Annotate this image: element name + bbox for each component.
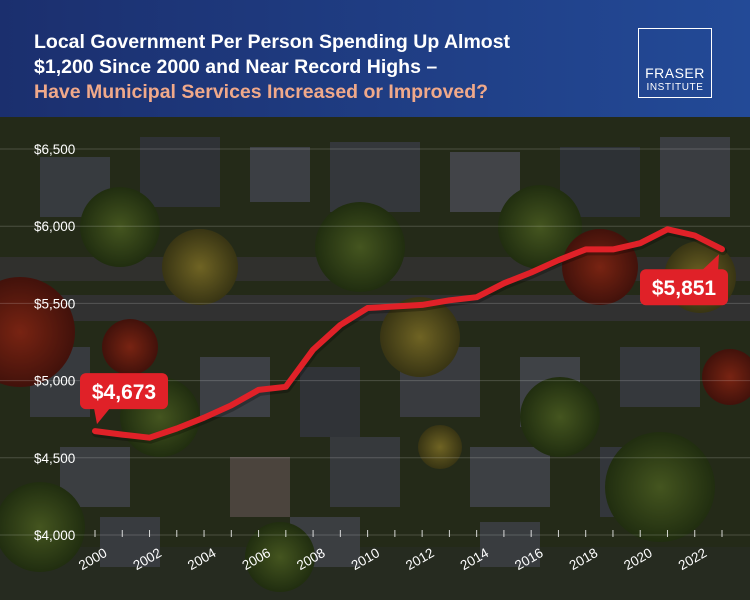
callout-box xyxy=(80,373,168,410)
chart-title: Local Government Per Person Spending Up … xyxy=(34,30,594,105)
gridlines xyxy=(0,148,750,536)
y-tick-label: $5,500 xyxy=(34,296,75,311)
y-axis-ticks: $4,000 $4,500 $5,000 $5,500 $6,000 $6,500 xyxy=(34,142,75,543)
line-chart: $4,000$4,500$5,000$5,500$6,000$6,500 200… xyxy=(0,117,750,600)
callout: $5,851 xyxy=(640,254,728,306)
y-tick-label: $6,500 xyxy=(34,142,75,157)
series-line xyxy=(92,226,725,441)
callout-box xyxy=(640,269,728,306)
series-layer xyxy=(92,226,727,444)
callout-pointer xyxy=(702,254,719,271)
callout: $4,673 xyxy=(80,373,168,425)
callout-label: $5,851 xyxy=(652,277,717,300)
y-tick-label: $6,000 xyxy=(34,219,75,234)
callout-label: $4,673 xyxy=(92,381,156,404)
chart-area: $4,000 $4,500 $5,000 $5,500 $6,000 $6,500 200… xyxy=(0,117,750,600)
title-line-2: $1,200 Since 2000 and Near Record Highs … xyxy=(34,56,438,78)
callout-pointer xyxy=(94,408,110,425)
fraser-institute-logo: FRASER INSTITUTE xyxy=(638,28,712,98)
title-line-1: Local Government Per Person Spending Up … xyxy=(34,31,511,53)
header-banner: Local Government Per Person Spending Up … xyxy=(0,0,750,117)
logo-word-fraser: FRASER xyxy=(645,65,705,81)
aerial-background xyxy=(0,117,750,600)
y-tick-label: $5,000 xyxy=(34,374,75,389)
logo-word-institute: INSTITUTE xyxy=(646,82,704,93)
y-tick-label: $4,000 xyxy=(34,528,75,543)
y-tick-label: $4,500 xyxy=(34,451,75,466)
title-line-3: Have Municipal Services Increased or Imp… xyxy=(34,81,489,103)
callout-layer: $4,673 $5,851 xyxy=(80,254,728,425)
